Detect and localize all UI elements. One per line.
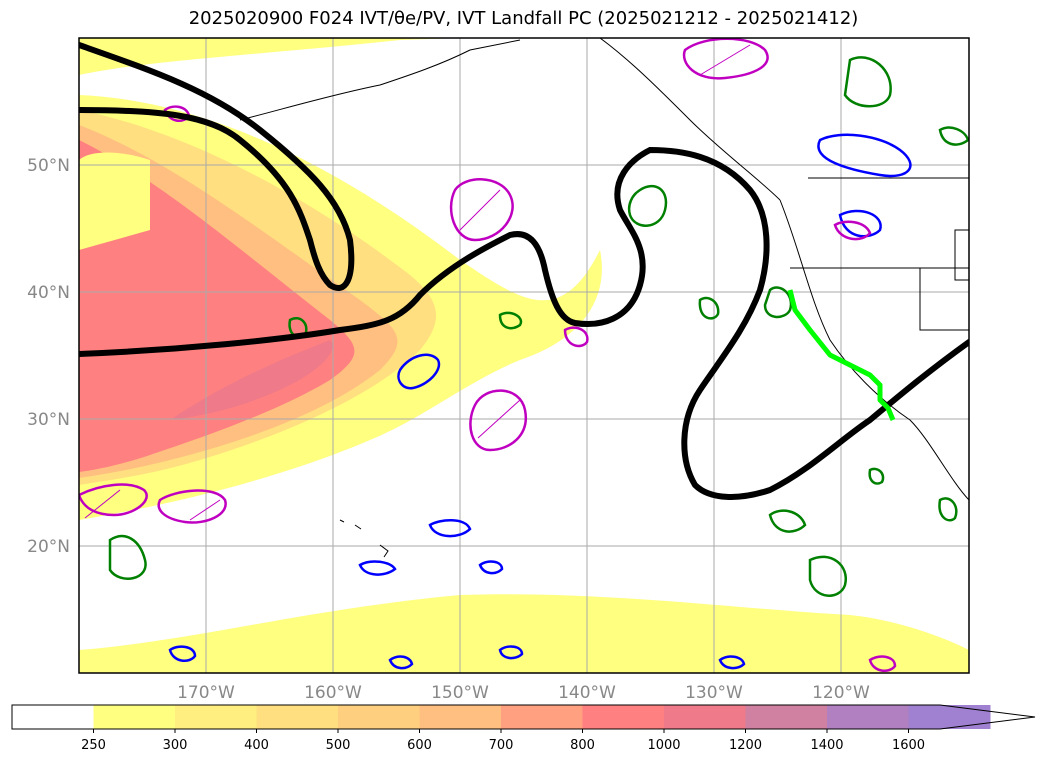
- lat-label: 20°N: [27, 537, 70, 557]
- lat-label: 50°N: [27, 156, 70, 176]
- lon-label: 120°W: [812, 683, 870, 703]
- colorbar-segment: [93, 705, 176, 729]
- lon-label: 170°W: [177, 683, 235, 703]
- colorbar-segment: [175, 705, 257, 729]
- colorbar-label: 1600: [892, 738, 925, 753]
- colorbar-segment: [12, 705, 94, 729]
- map-area: [79, 38, 969, 673]
- colorbar-label: 250: [81, 738, 106, 753]
- lon-label: 150°W: [431, 683, 489, 703]
- colorbar: 250 300 400 500 600 700 800 1000 1200 1400 1600: [11, 704, 1036, 753]
- lon-labels: 170°W 160°W 150°W 140°W 130°W 120°W: [177, 683, 870, 703]
- colorbar-segment: [582, 705, 665, 729]
- colorbar-segment: [501, 705, 583, 729]
- ivt-pc-contours: [79, 42, 969, 500]
- colorbar-label: 300: [163, 738, 188, 753]
- colorbar-segment: [745, 705, 828, 729]
- colorbar-segment: [338, 705, 420, 729]
- gridlines: [79, 38, 969, 673]
- pv-blue-contours: [168, 133, 912, 670]
- colorbar-label: 1000: [647, 738, 680, 753]
- pv-magenta-contours: [79, 38, 897, 673]
- colorbar-outline: [11, 704, 1036, 730]
- chart-title: 2025020900 F024 IVT/θe/PV, IVT Landfall …: [188, 8, 859, 29]
- landfall-line: [787, 289, 896, 421]
- lon-label: 140°W: [558, 683, 616, 703]
- colorbar-label: 800: [570, 738, 595, 753]
- colorbar-label: 500: [326, 738, 351, 753]
- map-frame: [78, 37, 970, 674]
- colorbar-label: 1400: [810, 738, 843, 753]
- lon-label: 130°W: [685, 683, 743, 703]
- colorbar-segment: [419, 705, 502, 729]
- colorbar-segment: [256, 705, 339, 729]
- colorbar-label: 700: [489, 738, 514, 753]
- colorbar-label: 400: [244, 738, 269, 753]
- lat-label: 40°N: [27, 283, 70, 303]
- colorbar-segment: [827, 705, 909, 729]
- lon-label: 160°W: [304, 683, 362, 703]
- ivt-shading: [79, 38, 969, 673]
- colorbar-label: 600: [407, 738, 432, 753]
- lat-labels: 50°N 40°N 30°N 20°N: [27, 156, 70, 557]
- colorbar-segment: [664, 705, 746, 729]
- lat-label: 30°N: [27, 410, 70, 430]
- colorbar-label: 1200: [729, 738, 762, 753]
- colorbar-segment: [908, 705, 991, 729]
- coastlines: [239, 38, 969, 558]
